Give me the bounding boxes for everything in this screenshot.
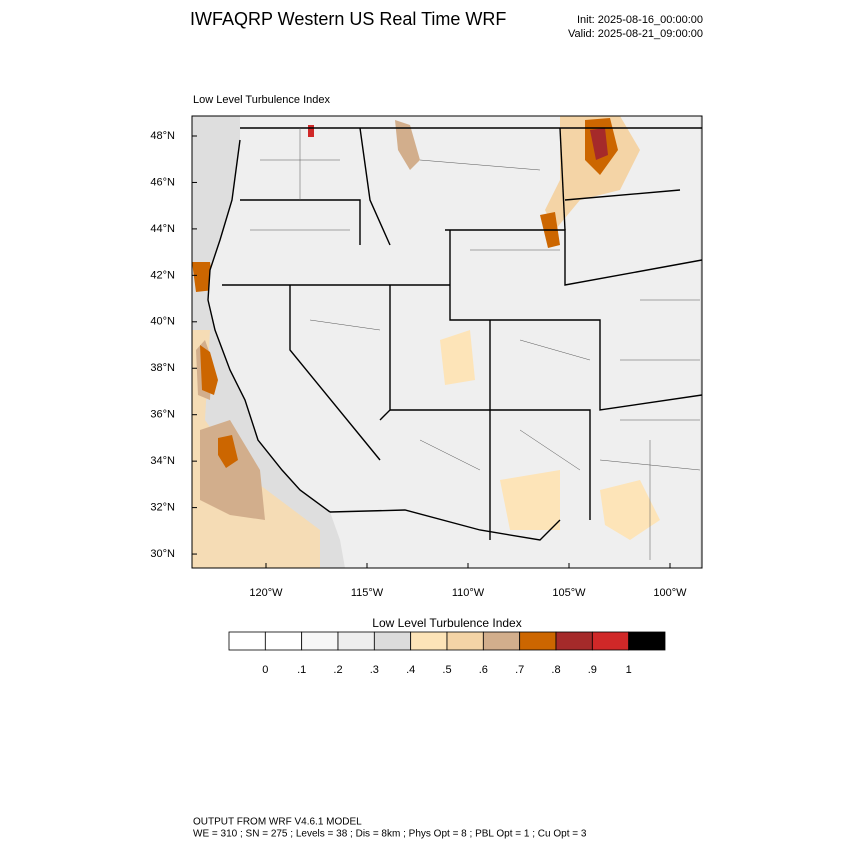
colorbar-box (628, 631, 666, 651)
footer-line: OUTPUT FROM WRF V4.6.1 MODEL (193, 817, 362, 828)
colorbar-label: .3 (370, 664, 379, 676)
colorbar-label: .8 (551, 664, 560, 676)
colorbar-box (519, 631, 557, 651)
lon-label: 110°W (452, 587, 485, 599)
lat-label: 48°N (150, 130, 175, 142)
colorbar-label: .5 (442, 664, 451, 676)
lat-label: 46°N (150, 176, 175, 188)
lat-label: 42°N (150, 269, 175, 281)
map (191, 115, 703, 569)
title: IWFAQRP Western US Real Time WRF (190, 9, 506, 29)
footer-line: WE = 310 ; SN = 275 ; Levels = 38 ; Dis … (193, 829, 587, 840)
colorbar-label: .7 (515, 664, 524, 676)
colorbar-title: Low Level Turbulence Index (372, 616, 521, 630)
colorbar-label: 1 (626, 664, 632, 676)
colorbar-label: .2 (333, 664, 342, 676)
init-time: Init: 2025-08-16_00:00:00 (577, 14, 703, 26)
lat-label: 32°N (150, 502, 175, 514)
lon-label: 120°W (249, 587, 283, 599)
colorbar-box (337, 631, 375, 651)
lat-label: 36°N (150, 409, 175, 421)
colorbar-box (410, 631, 448, 651)
lat-label: 34°N (150, 455, 175, 467)
colorbar-box (228, 631, 266, 651)
colorbar-box (373, 631, 412, 651)
colorbar-label: .1 (297, 664, 306, 676)
colorbar-box (555, 631, 593, 651)
colorbar-label: .4 (406, 664, 415, 676)
colorbar-label: .6 (479, 664, 488, 676)
colorbar-box (264, 631, 303, 651)
lat-label: 30°N (150, 548, 175, 560)
valid-time: Valid: 2025-08-21_09:00:00 (568, 28, 703, 40)
lon-label: 105°W (552, 587, 586, 599)
map-title: Low Level Turbulence Index (193, 94, 330, 106)
colorbar-label: .9 (588, 664, 597, 676)
lon-label: 100°W (653, 587, 687, 599)
lon-label: 115°W (351, 587, 384, 599)
lat-label: 38°N (150, 362, 175, 374)
colorbar-label: 0 (262, 664, 268, 676)
lat-label: 40°N (150, 316, 175, 328)
colorbar-box (591, 631, 630, 651)
colorbar-box (482, 631, 521, 651)
colorbar-box (446, 631, 484, 651)
lat-label: 44°N (150, 223, 175, 235)
colorbar-box (301, 631, 339, 651)
